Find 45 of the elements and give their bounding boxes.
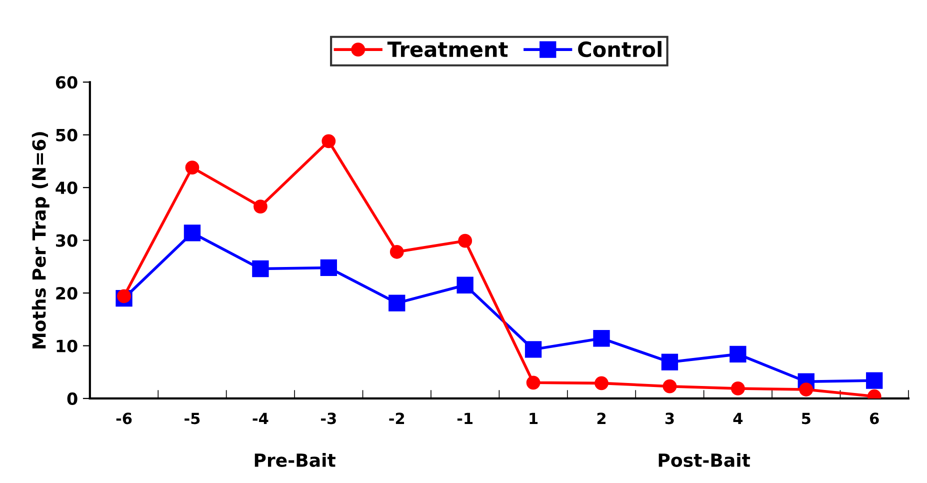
- point: [388, 294, 406, 312]
- x-tick-label: -4: [252, 412, 268, 424]
- x-tick-label: -6: [116, 412, 132, 424]
- y-tick-label: 0: [67, 392, 78, 406]
- text: Post-Bait: [658, 453, 750, 467]
- point: [458, 234, 472, 248]
- point: [322, 134, 336, 148]
- point: [662, 379, 677, 394]
- x-tick-label: 6: [870, 412, 879, 424]
- x-tick-label: -1: [457, 412, 473, 424]
- point: [593, 330, 610, 347]
- y-tick-label: 60: [56, 76, 78, 89]
- point: [117, 289, 131, 304]
- point: [254, 200, 268, 214]
- point: [185, 160, 200, 174]
- y-tick-label: 50: [56, 128, 78, 142]
- x-tick-label: 2: [597, 412, 606, 424]
- x-tick-label: -3: [321, 412, 336, 424]
- y-tick-label: 10: [56, 340, 78, 352]
- point: [390, 244, 404, 259]
- x-tick-label: -2: [389, 412, 404, 424]
- legend-label: Control: [578, 41, 662, 58]
- point: [799, 382, 814, 396]
- point: [184, 224, 201, 242]
- y-tick-label: 30: [56, 234, 78, 247]
- y-tick-label: 40: [56, 182, 78, 194]
- point: [252, 260, 269, 278]
- text: Pre-Bait: [254, 453, 336, 467]
- point: [524, 341, 542, 358]
- point: [526, 376, 540, 390]
- point: [866, 372, 883, 389]
- y-axis-title: Moths Per Trap (N=6): [32, 132, 50, 348]
- x-tick-label: 4: [733, 412, 743, 424]
- point: [320, 259, 337, 276]
- point: [456, 276, 474, 294]
- point: [594, 376, 608, 390]
- point: [730, 382, 745, 396]
- y-tick-label: 20: [56, 286, 78, 300]
- x-tick-label: 5: [802, 412, 810, 424]
- point: [730, 346, 746, 363]
- x-tick-label: 3: [665, 412, 674, 424]
- legend-label: Treatment: [387, 42, 508, 58]
- point: [661, 354, 678, 370]
- x-tick-label: -5: [184, 412, 200, 424]
- x-tick-label: 1: [530, 412, 538, 424]
